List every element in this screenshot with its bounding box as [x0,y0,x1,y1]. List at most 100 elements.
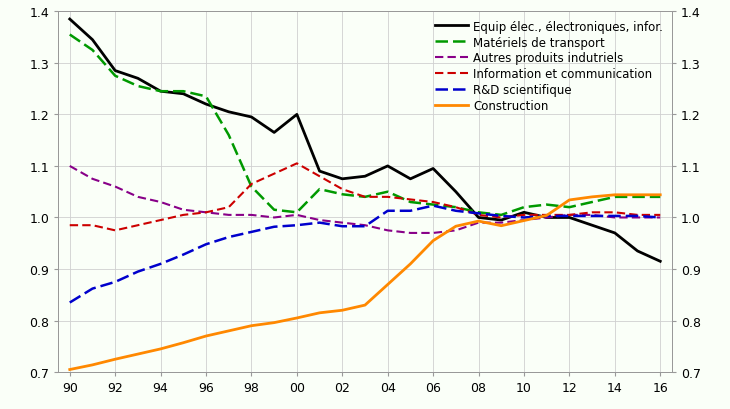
R&D scientifique [565,214,574,219]
Autres produits indutriels [224,213,233,218]
R&D scientifique [656,216,664,220]
Autres produits indutriels [338,220,347,225]
Autres produits indutriels [201,210,210,215]
Information et communication [66,223,74,228]
Matériels de transport [361,195,369,200]
R&D scientifique [201,242,210,247]
Matériels de transport [338,192,347,197]
Information et communication [156,218,165,223]
R&D scientifique [224,235,233,240]
Equip élec., électroniques, infor. [383,164,392,169]
Matériels de transport [156,90,165,94]
R&D scientifique [451,209,460,214]
Autres produits indutriels [610,216,619,220]
Information et communication [656,213,664,218]
R&D scientifique [134,270,142,274]
Equip élec., électroniques, infor. [656,259,664,264]
Matériels de transport [179,90,188,94]
R&D scientifique [179,252,188,257]
Information et communication [361,195,369,200]
Autres produits indutriels [451,228,460,233]
Autres produits indutriels [565,213,574,218]
Equip élec., électroniques, infor. [565,216,574,220]
Information et communication [565,213,574,218]
Information et communication [633,213,642,218]
Autres produits indutriels [111,184,120,189]
Equip élec., électroniques, infor. [270,130,279,135]
Autres produits indutriels [656,216,664,220]
Autres produits indutriels [361,223,369,228]
Construction [134,352,142,357]
Information et communication [338,187,347,192]
Autres produits indutriels [315,218,324,223]
Autres produits indutriels [542,216,551,220]
Construction [474,219,483,224]
R&D scientifique [247,230,255,235]
R&D scientifique [633,214,642,219]
R&D scientifique [383,209,392,214]
Autres produits indutriels [429,231,437,236]
Matériels de transport [565,205,574,210]
R&D scientifique [610,214,619,219]
Matériels de transport [588,200,596,205]
Matériels de transport [315,187,324,192]
Construction [406,262,415,267]
Construction [656,193,664,198]
Information et communication [201,210,210,215]
Matériels de transport [66,33,74,38]
Equip élec., électroniques, infor. [179,92,188,97]
Information et communication [383,195,392,200]
Matériels de transport [406,200,415,205]
Information et communication [497,216,506,220]
Equip élec., électroniques, infor. [361,174,369,179]
Information et communication [474,213,483,218]
Construction [565,198,574,203]
R&D scientifique [270,225,279,229]
Information et communication [111,228,120,233]
Autres produits indutriels [633,216,642,220]
Information et communication [429,200,437,205]
Construction [520,218,529,223]
Autres produits indutriels [156,200,165,205]
Equip élec., électroniques, infor. [474,216,483,220]
Matériels de transport [201,94,210,99]
Information et communication [588,210,596,215]
Autres produits indutriels [66,164,74,169]
Matériels de transport [429,202,437,207]
Construction [633,193,642,198]
Autres produits indutriels [588,213,596,218]
Construction [610,193,619,198]
Matériels de transport [383,190,392,195]
Line: Matériels de transport: Matériels de transport [70,36,660,216]
Construction [224,328,233,333]
Equip élec., électroniques, infor. [633,249,642,254]
Line: Autres produits indutriels: Autres produits indutriels [70,166,660,234]
Equip élec., électroniques, infor. [247,115,255,120]
Matériels de transport [134,84,142,89]
R&D scientifique [497,214,506,219]
Equip élec., électroniques, infor. [406,177,415,182]
Construction [201,334,210,339]
Equip élec., électroniques, infor. [610,231,619,236]
Equip élec., électroniques, infor. [293,112,301,117]
Matériels de transport [497,213,506,218]
Equip élec., électroniques, infor. [134,76,142,81]
Matériels de transport [633,195,642,200]
Information et communication [134,223,142,228]
Construction [270,320,279,325]
Information et communication [406,198,415,202]
Construction [542,213,551,218]
Information et communication [270,172,279,177]
Autres produits indutriels [88,177,97,182]
R&D scientifique [429,204,437,209]
Information et communication [542,213,551,218]
Equip élec., électroniques, infor. [451,190,460,195]
Autres produits indutriels [134,195,142,200]
R&D scientifique [338,224,347,229]
Autres produits indutriels [520,218,529,223]
R&D scientifique [293,223,301,228]
Line: Equip élec., électroniques, infor.: Equip élec., électroniques, infor. [70,20,660,262]
Autres produits indutriels [383,228,392,233]
Construction [588,195,596,200]
Line: R&D scientifique: R&D scientifique [70,206,660,303]
